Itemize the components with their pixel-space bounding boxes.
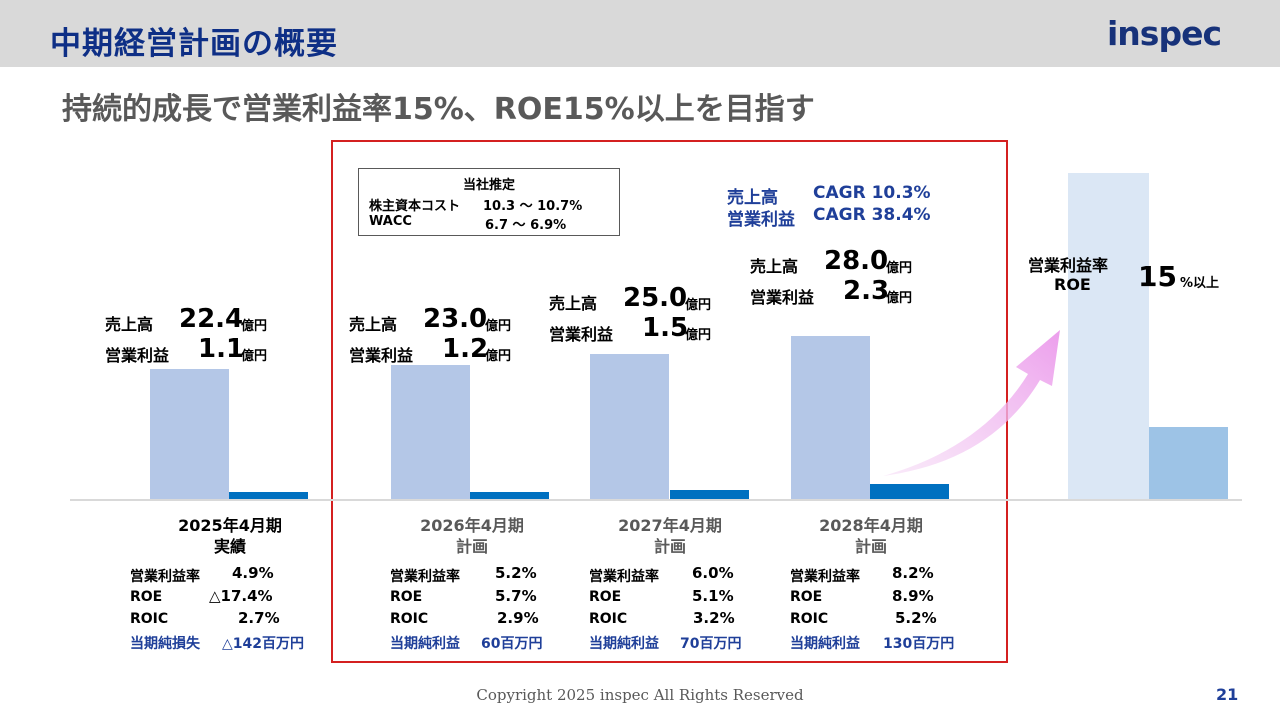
period-year-label: 2026年4月期: [420, 516, 524, 535]
op-value-label: 1.1: [198, 334, 245, 364]
period-kind-label: 実績: [213, 537, 246, 556]
op-margin-value: 6.0%: [692, 564, 734, 582]
note-value-wacc: 6.7 ～ 6.9%: [485, 218, 567, 233]
sales-label: 売上高: [750, 257, 799, 276]
sales-value-label: 25.0: [623, 283, 688, 313]
chart-baseline: [70, 499, 1242, 501]
period-year-label: 2025年4月期: [178, 516, 282, 535]
net-income-value: 60百万円: [481, 636, 543, 652]
period-year-label: 2028年4月期: [819, 516, 923, 535]
op-margin-label: 営業利益率: [390, 569, 460, 585]
roic-value: 3.2%: [693, 609, 735, 627]
target-roe-bar: [1068, 173, 1149, 500]
roe-label: ROE: [130, 589, 163, 605]
company-logo: inspec: [1107, 14, 1222, 53]
sales-unit-label: 億円: [485, 319, 512, 334]
op-label: 営業利益: [549, 325, 614, 344]
note-value-equity-cost: 10.3 ～ 10.7%: [483, 199, 583, 214]
net-income-value: 130百万円: [883, 636, 955, 652]
sales-label: 売上高: [349, 315, 398, 334]
period-year-label: 2027年4月期: [618, 516, 722, 535]
operating-income-bar: [229, 492, 308, 500]
slide-title: 中期経営計画の概要: [50, 26, 338, 62]
op-unit-label: 億円: [685, 328, 712, 343]
operating-income-bar: [670, 490, 749, 500]
net-income-label: 当期純利益: [589, 636, 659, 652]
sales-label: 売上高: [549, 294, 598, 313]
roe-label: ROE: [790, 589, 823, 605]
sales-value-label: 22.4: [179, 304, 244, 334]
sales-unit-label: 億円: [241, 319, 268, 334]
cagr-op-label: 営業利益: [727, 210, 795, 230]
note-label-wacc: WACC: [369, 214, 412, 229]
roe-value: 5.7%: [495, 587, 537, 605]
roic-label: ROIC: [790, 611, 829, 627]
page-number: 21: [1216, 685, 1239, 704]
op-value-label: 1.5: [642, 313, 689, 343]
sales-bar: [791, 336, 870, 500]
sales-label: 売上高: [105, 315, 154, 334]
op-unit-label: 億円: [485, 349, 512, 364]
op-margin-value: 5.2%: [495, 564, 537, 582]
net-income-value: △142百万円: [222, 636, 304, 652]
op-value-label: 2.3: [843, 276, 890, 306]
sales-value-label: 28.0: [824, 246, 889, 276]
copyright-text: Copyright 2025 inspec All Rights Reserve…: [476, 686, 804, 704]
target-value: 15: [1138, 260, 1177, 293]
op-label: 営業利益: [349, 346, 414, 365]
roic-label: ROIC: [390, 611, 429, 627]
op-unit-label: 億円: [241, 349, 268, 364]
target-label-op-margin: 営業利益率: [1028, 256, 1109, 275]
cagr-sales-label: 売上高: [727, 188, 778, 208]
period-kind-label: 計画: [653, 537, 686, 556]
op-margin-label: 営業利益率: [589, 569, 659, 585]
roe-label: ROE: [390, 589, 423, 605]
net-income-label: 当期純利益: [390, 636, 460, 652]
sales-bar: [590, 354, 669, 500]
sales-value-label: 23.0: [423, 304, 488, 334]
roe-label: ROE: [589, 589, 622, 605]
op-unit-label: 億円: [886, 291, 913, 306]
operating-income-bar: [470, 492, 549, 500]
op-margin-value: 4.9%: [232, 564, 274, 582]
sales-unit-label: 億円: [886, 261, 913, 276]
slide-subtitle: 持続的成長で営業利益率15%、ROE15%以上を目指す: [62, 92, 815, 127]
op-label: 営業利益: [105, 346, 170, 365]
target-op-margin-bar: [1149, 427, 1228, 500]
cagr-sales-value: CAGR 10.3%: [813, 183, 931, 203]
plan-period-frame: [331, 140, 1008, 663]
op-margin-label: 営業利益率: [130, 569, 200, 585]
op-margin-label: 営業利益率: [790, 569, 860, 585]
sales-bar: [150, 369, 229, 500]
op-value-label: 1.2: [442, 334, 489, 364]
net-income-value: 70百万円: [680, 636, 742, 652]
op-label: 営業利益: [750, 288, 815, 307]
growth-arrow-icon: [883, 330, 1060, 476]
sales-bar: [391, 365, 470, 500]
net-income-label: 当期純利益: [790, 636, 860, 652]
roe-value: △17.4%: [209, 587, 273, 605]
cagr-op-value: CAGR 38.4%: [813, 205, 931, 225]
roic-value: 2.7%: [238, 609, 280, 627]
roic-label: ROIC: [589, 611, 628, 627]
period-kind-label: 計画: [854, 537, 887, 556]
target-unit: %以上: [1180, 276, 1220, 291]
roic-value: 2.9%: [497, 609, 539, 627]
sales-unit-label: 億円: [685, 298, 712, 313]
note-label-equity-cost: 株主資本コスト: [369, 199, 461, 214]
roic-value: 5.2%: [895, 609, 937, 627]
period-kind-label: 計画: [455, 537, 488, 556]
operating-income-bar: [870, 484, 949, 500]
roic-label: ROIC: [130, 611, 169, 627]
roe-value: 5.1%: [692, 587, 734, 605]
net-income-label: 当期純損失: [130, 636, 200, 652]
roe-value: 8.9%: [892, 587, 934, 605]
note-title: 当社推定: [462, 178, 515, 193]
cost-of-capital-note: 当社推定 株主資本コスト 10.3 ～ 10.7% WACC 6.7 ～ 6.9…: [358, 168, 620, 236]
target-label-roe: ROE: [1054, 275, 1091, 294]
op-margin-value: 8.2%: [892, 564, 934, 582]
header-band: [0, 0, 1280, 67]
